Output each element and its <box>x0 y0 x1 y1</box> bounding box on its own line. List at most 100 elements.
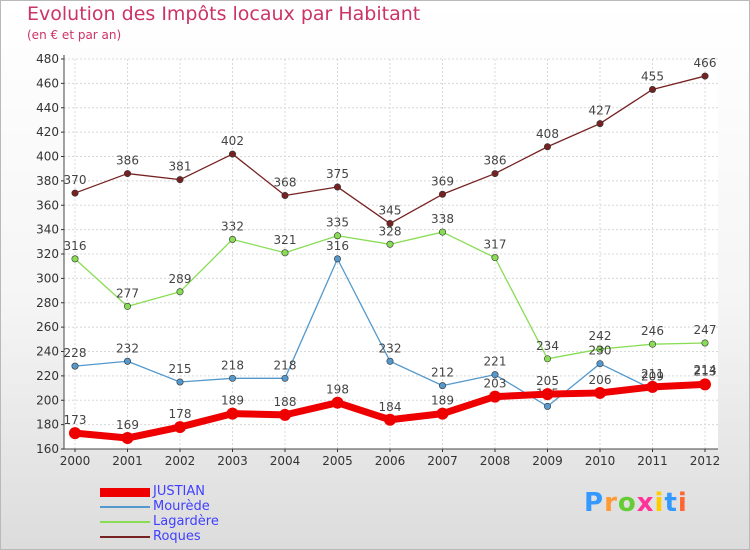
data-label: 198 <box>326 383 349 397</box>
y-tick-label: 440 <box>36 101 59 115</box>
data-point <box>438 190 446 198</box>
chart-subtitle: (en € et par an) <box>27 28 122 42</box>
data-label: 386 <box>116 154 139 168</box>
data-point <box>489 390 501 403</box>
data-point <box>174 421 186 434</box>
y-tick-label: 220 <box>36 369 59 383</box>
data-label: 289 <box>169 272 192 286</box>
data-label: 173 <box>64 413 87 427</box>
data-label: 189 <box>221 394 244 408</box>
logo-letter: i <box>677 488 688 518</box>
data-point <box>229 235 237 243</box>
logo-letter: P <box>584 488 605 518</box>
y-tick-label: 280 <box>36 296 59 310</box>
data-label: 370 <box>64 173 87 187</box>
data-point <box>596 360 604 368</box>
legend-label: Mourède <box>153 499 210 514</box>
x-tick-label: 2005 <box>322 454 353 468</box>
y-tick-label: 320 <box>36 247 59 261</box>
data-label: 188 <box>274 395 297 409</box>
y-tick-label: 420 <box>36 125 59 139</box>
y-tick-label: 460 <box>36 76 59 90</box>
x-tick-label: 2000 <box>60 454 91 468</box>
x-tick-label: 2006 <box>375 454 406 468</box>
data-point <box>226 407 239 420</box>
data-point <box>281 192 289 200</box>
x-tick-label: 2001 <box>112 454 143 468</box>
data-label: 455 <box>641 69 664 83</box>
y-tick-label: 380 <box>36 174 59 188</box>
legend-swatch <box>100 536 150 538</box>
data-label: 368 <box>274 176 297 190</box>
data-point <box>541 388 554 401</box>
data-label: 466 <box>694 56 717 70</box>
data-point <box>438 382 446 390</box>
data-label: 169 <box>116 418 139 432</box>
data-point <box>124 357 132 365</box>
data-point <box>543 355 551 363</box>
data-point <box>596 120 604 128</box>
data-label: 345 <box>379 204 402 218</box>
data-label: 209 <box>641 369 664 383</box>
data-point <box>331 396 344 409</box>
data-point <box>596 345 604 353</box>
data-point <box>438 228 446 236</box>
chart-title: Evolution des Impôts locaux par Habitant <box>27 3 421 25</box>
x-tick-label: 2004 <box>270 454 301 468</box>
data-label: 211 <box>641 367 664 381</box>
data-label: 338 <box>431 212 454 226</box>
data-label: 213 <box>694 364 717 378</box>
legend-label: Roques <box>153 529 201 544</box>
data-point <box>229 374 237 382</box>
data-point <box>386 220 394 228</box>
data-point <box>71 362 79 370</box>
data-point <box>648 340 656 348</box>
data-point <box>646 380 659 393</box>
data-label: 402 <box>221 134 244 148</box>
logo-letter: x <box>636 488 655 518</box>
data-label: 232 <box>379 341 402 355</box>
data-point <box>333 232 341 240</box>
data-point <box>281 249 289 257</box>
logo-letter: r <box>604 488 618 518</box>
data-point <box>281 374 289 382</box>
data-point <box>384 413 396 426</box>
data-point <box>648 85 656 93</box>
data-label: 316 <box>64 239 87 253</box>
data-point <box>176 176 184 184</box>
data-point <box>176 288 184 296</box>
data-label: 218 <box>274 358 297 372</box>
legend-label: JUSTIAN <box>153 484 205 499</box>
x-tick-label: 2010 <box>585 454 616 468</box>
data-label: 408 <box>536 127 559 141</box>
legend-swatch <box>100 521 150 523</box>
data-label: 316 <box>326 239 349 253</box>
data-label: 205 <box>536 374 559 388</box>
data-label: 317 <box>484 238 507 252</box>
data-point <box>543 143 551 151</box>
data-point <box>386 240 394 248</box>
data-point <box>176 378 184 386</box>
data-point <box>333 183 341 191</box>
logo-letter: o <box>617 488 637 518</box>
data-point <box>124 170 132 178</box>
x-tick-label: 2002 <box>165 454 196 468</box>
data-point <box>491 254 499 262</box>
data-point <box>71 255 79 263</box>
data-point <box>543 402 551 410</box>
data-label: 221 <box>484 355 507 369</box>
proxiti-logo[interactable]: Proxiti <box>584 488 688 518</box>
x-tick-label: 2009 <box>532 454 563 468</box>
data-label: 328 <box>379 224 402 238</box>
legend-swatch <box>100 506 150 508</box>
data-label: 427 <box>589 104 612 118</box>
x-tick-label: 2012 <box>690 454 721 468</box>
data-label: 228 <box>64 346 87 360</box>
logo-letter: t <box>664 488 678 518</box>
y-tick-label: 200 <box>36 393 59 407</box>
y-tick-label: 360 <box>36 198 59 212</box>
data-label: 178 <box>169 407 192 421</box>
data-label: 375 <box>326 167 349 181</box>
data-label: 203 <box>484 377 507 391</box>
